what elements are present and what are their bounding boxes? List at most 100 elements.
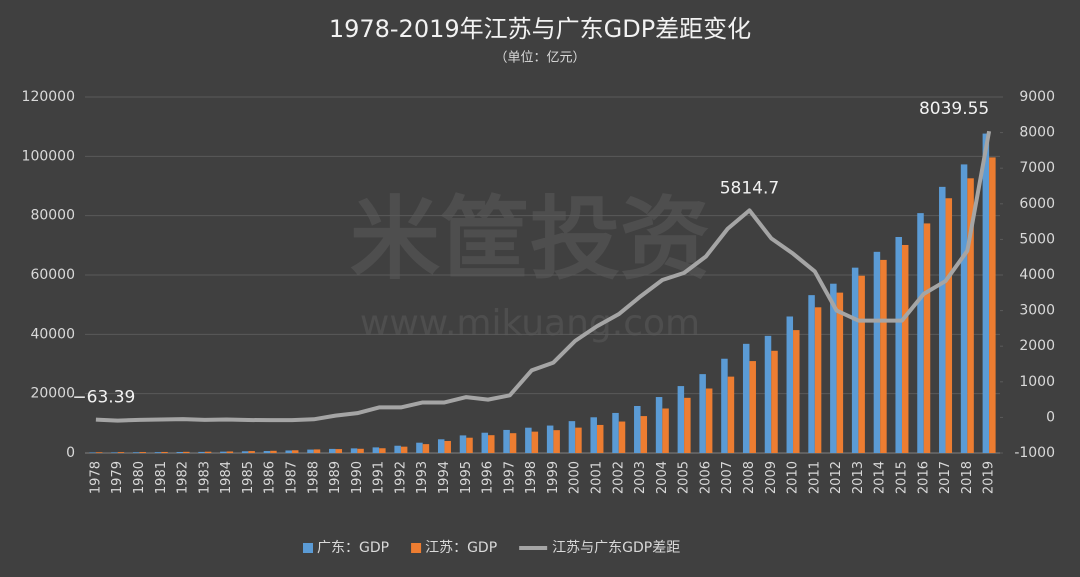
line bbox=[95, 130, 992, 423]
bar bbox=[531, 431, 539, 453]
x-tick-label: 1994 bbox=[437, 461, 452, 494]
bar bbox=[329, 448, 336, 453]
y-tick-label: 100000 bbox=[22, 148, 75, 164]
bar bbox=[923, 223, 931, 453]
bar bbox=[89, 452, 96, 453]
bar bbox=[270, 450, 277, 453]
bar bbox=[945, 198, 953, 453]
x-tick-label: 1985 bbox=[241, 461, 256, 494]
bar bbox=[634, 405, 641, 453]
y-tick-label: 60000 bbox=[30, 267, 75, 283]
bar bbox=[335, 449, 343, 453]
x-tick-label: 2008 bbox=[742, 461, 757, 494]
y2-tick-label: 3000 bbox=[1019, 303, 1055, 319]
bar bbox=[873, 251, 881, 453]
x-tick-label: 1991 bbox=[372, 461, 387, 494]
bar bbox=[814, 307, 822, 453]
x-tick-label: 1990 bbox=[350, 461, 365, 494]
watermark-url: www.mikuang.com bbox=[360, 303, 700, 344]
bar bbox=[350, 448, 358, 453]
bar bbox=[176, 451, 184, 453]
x-tick-label: 2015 bbox=[894, 461, 909, 494]
bar bbox=[525, 427, 532, 453]
bar bbox=[939, 186, 946, 453]
bar bbox=[793, 330, 800, 453]
bar bbox=[437, 439, 445, 453]
bar bbox=[771, 350, 778, 453]
y-tick-label: 0 bbox=[66, 445, 75, 461]
bar bbox=[721, 358, 728, 453]
x-tick-label: 2005 bbox=[677, 461, 692, 494]
bar bbox=[394, 445, 401, 453]
chart-title: 1978-2019年江苏与广东GDP差距变化 bbox=[329, 15, 751, 43]
bar bbox=[851, 267, 859, 453]
legend-label: 广东：GDP bbox=[317, 540, 389, 556]
bar bbox=[154, 452, 162, 453]
watermark: 米筐投资 bbox=[350, 187, 710, 292]
y2-tick-label: 1000 bbox=[1019, 374, 1055, 390]
y2-tick-label: 8000 bbox=[1019, 125, 1055, 141]
bar bbox=[198, 451, 205, 453]
y2-tick-label: 0 bbox=[1046, 409, 1055, 425]
x-tick-label: 1986 bbox=[263, 461, 278, 494]
y-tick-label: 80000 bbox=[30, 208, 75, 224]
bar bbox=[503, 429, 510, 453]
x-tick-label: 1999 bbox=[546, 461, 561, 494]
bar bbox=[982, 133, 990, 453]
bar bbox=[677, 386, 685, 453]
bar bbox=[618, 421, 626, 453]
x-tick-label: 2016 bbox=[916, 461, 931, 494]
bar bbox=[285, 450, 292, 453]
x-tick-label: 1995 bbox=[459, 461, 474, 494]
bar bbox=[459, 435, 467, 453]
x-tick-label: 1980 bbox=[132, 461, 147, 494]
x-tick-label: 1992 bbox=[393, 461, 408, 494]
x-tick-label: 2002 bbox=[611, 461, 626, 494]
bar bbox=[612, 412, 619, 453]
x-tick-label: 1997 bbox=[502, 461, 517, 494]
bar bbox=[575, 427, 582, 453]
bar bbox=[553, 430, 560, 453]
bar bbox=[742, 343, 750, 453]
x-tick-label: 2013 bbox=[851, 461, 866, 494]
bar bbox=[444, 440, 451, 453]
x-tick-label: 2006 bbox=[698, 461, 713, 494]
bar bbox=[313, 449, 321, 453]
y2-tick-label: 9000 bbox=[1019, 89, 1055, 105]
x-tick-label: 1983 bbox=[197, 461, 212, 494]
data-label: −63.39 bbox=[72, 388, 135, 408]
y-tick-label: 20000 bbox=[30, 386, 75, 402]
chart-subtitle: （单位：亿元） bbox=[494, 51, 585, 66]
x-tick-label: 1982 bbox=[176, 461, 191, 494]
legend-label: 江苏：GDP bbox=[425, 540, 497, 556]
bar bbox=[960, 164, 968, 453]
bar bbox=[568, 421, 576, 453]
bar bbox=[967, 178, 974, 453]
x-tick-label: 2004 bbox=[655, 461, 670, 494]
bar bbox=[727, 376, 735, 453]
bar bbox=[546, 425, 554, 453]
y-tick-label: 120000 bbox=[22, 89, 75, 105]
bar bbox=[372, 447, 380, 453]
bar bbox=[488, 435, 495, 453]
x-tick-label: 2017 bbox=[938, 461, 953, 494]
y2-tick-label: 5000 bbox=[1019, 231, 1055, 247]
bar bbox=[132, 452, 140, 453]
bar bbox=[466, 437, 473, 453]
bar bbox=[422, 444, 430, 453]
bar bbox=[416, 442, 423, 453]
bar bbox=[917, 213, 924, 453]
x-tick-label: 2011 bbox=[807, 461, 822, 494]
legend-label: 江苏与广东GDP差距 bbox=[552, 540, 680, 556]
x-tick-label: 2000 bbox=[568, 461, 583, 494]
x-tick-label: 2019 bbox=[982, 461, 997, 494]
data-label: 8039.55 bbox=[919, 99, 989, 119]
bar bbox=[786, 316, 794, 453]
bar bbox=[590, 417, 597, 453]
data-label: 5814.7 bbox=[720, 178, 779, 198]
x-tick-label: 2014 bbox=[873, 461, 888, 494]
bar bbox=[357, 448, 364, 453]
bar bbox=[111, 452, 118, 453]
bar bbox=[662, 408, 669, 453]
